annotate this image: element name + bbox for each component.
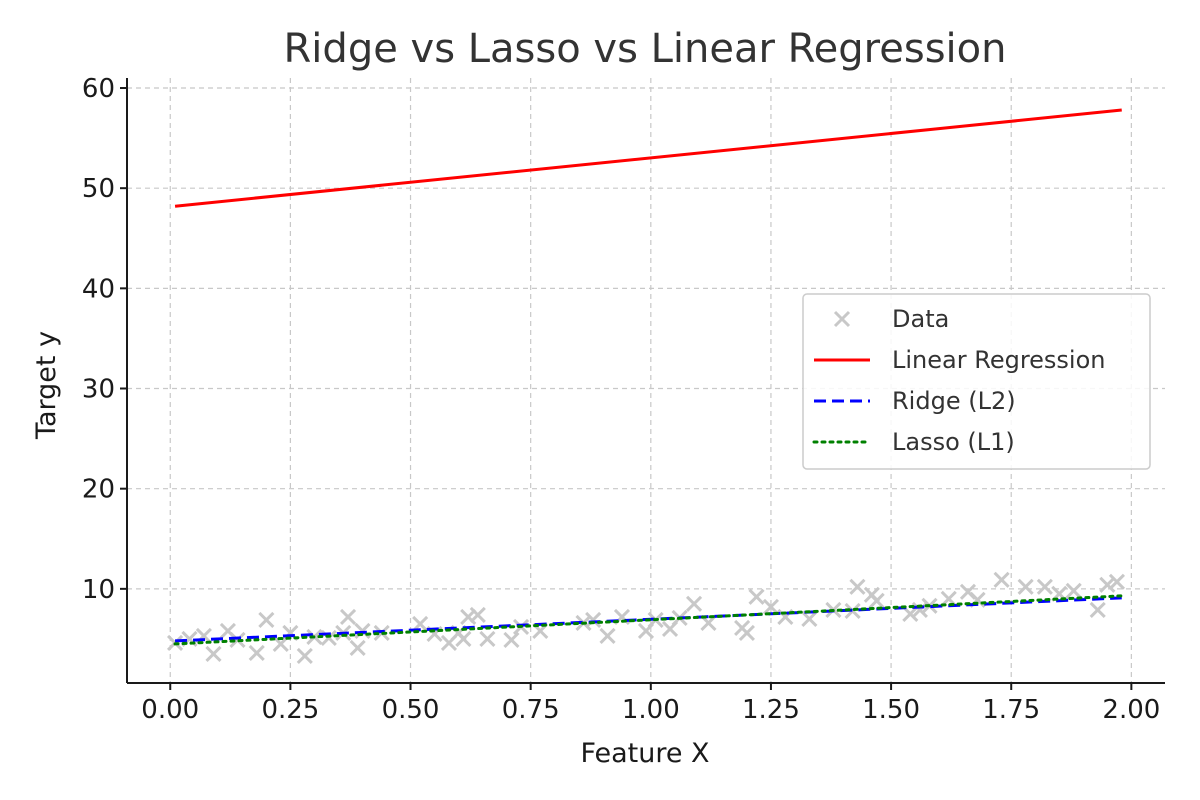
- data-point: [1017, 578, 1034, 595]
- data-point: [469, 606, 486, 623]
- legend: Data Linear Regression Ridge (L2) Lasso (L1…: [802, 293, 1151, 470]
- x-tick-label: 0.25: [261, 695, 319, 725]
- data-point: [762, 598, 780, 615]
- x-tick-label: 0.00: [141, 695, 199, 725]
- y-tick-label: 10: [82, 575, 115, 605]
- y-tick-label: 30: [82, 375, 115, 405]
- data-point: [801, 610, 818, 627]
- data-point: [868, 592, 885, 609]
- data-point: [349, 639, 366, 657]
- data-point: [455, 630, 472, 647]
- x-tick-label: 0.50: [382, 695, 440, 725]
- x-tick-label: 1.50: [862, 695, 920, 725]
- data-point: [229, 631, 246, 648]
- data-point: [844, 602, 861, 619]
- x-tick-label: 1.75: [982, 695, 1040, 725]
- data-point: [585, 611, 602, 628]
- data-point: [902, 605, 919, 622]
- data-point: [685, 595, 703, 612]
- data-point: [738, 624, 755, 641]
- legend-label: Linear Regression: [892, 346, 1106, 374]
- data-point: [503, 631, 520, 648]
- data-point: [748, 588, 765, 605]
- legend-frame: [802, 293, 1151, 470]
- linear-regression-line: [174, 108, 1122, 208]
- y-tick-label: 20: [82, 475, 115, 505]
- data-point: [1065, 582, 1082, 599]
- data-point: [599, 627, 616, 644]
- plot-area: [166, 108, 1126, 665]
- x-axis-title: Feature X: [580, 738, 709, 769]
- data-point: [248, 644, 265, 662]
- data-point: [1099, 576, 1116, 593]
- data-point: [205, 645, 222, 663]
- data-point: [296, 647, 313, 665]
- data-point: [339, 608, 357, 625]
- legend-label: Ridge (L2): [892, 387, 1016, 415]
- data-point: [1108, 573, 1126, 590]
- data-point: [1089, 601, 1106, 618]
- x-tick-label: 0.75: [502, 695, 560, 725]
- y-tick-label: 40: [82, 274, 115, 304]
- x-tick-label: 2.00: [1102, 695, 1160, 725]
- data-point: [993, 571, 1010, 588]
- chart-title: Ridge vs Lasso vs Linear Regression: [284, 26, 1007, 72]
- data-point: [911, 601, 928, 618]
- x-tick-label: 1.25: [742, 695, 800, 725]
- y-tick-label: 60: [82, 74, 115, 104]
- data-point: [1036, 578, 1053, 595]
- y-axis-title: Target y: [31, 331, 62, 440]
- x-tick-label: 1.00: [622, 695, 680, 725]
- data-point: [849, 578, 866, 595]
- data-point: [479, 630, 496, 647]
- legend-label: Data: [892, 305, 949, 333]
- lasso-l1-line: [173, 594, 1124, 646]
- legend-label: Lasso (L1): [892, 428, 1015, 456]
- legend-marker-data: [833, 310, 851, 328]
- axes: 0.00 0.25 0.50 0.75 1.00 1.25 1.50 1.75 2.00 10 20…: [82, 74, 1165, 725]
- y-tick-label: 50: [82, 174, 115, 204]
- grid: [127, 78, 1165, 683]
- legend-items: Data Linear Regression Ridge (L2) Lasso (L1…: [812, 305, 1106, 456]
- data-point: [258, 611, 275, 628]
